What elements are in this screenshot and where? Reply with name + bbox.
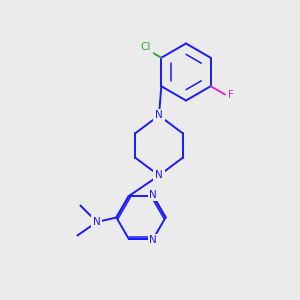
Text: N: N <box>149 190 157 200</box>
Text: N: N <box>155 110 163 121</box>
Text: N: N <box>149 235 157 245</box>
Text: F: F <box>228 89 234 100</box>
Text: Cl: Cl <box>140 42 151 52</box>
Text: N: N <box>93 217 101 227</box>
Text: N: N <box>155 170 163 181</box>
